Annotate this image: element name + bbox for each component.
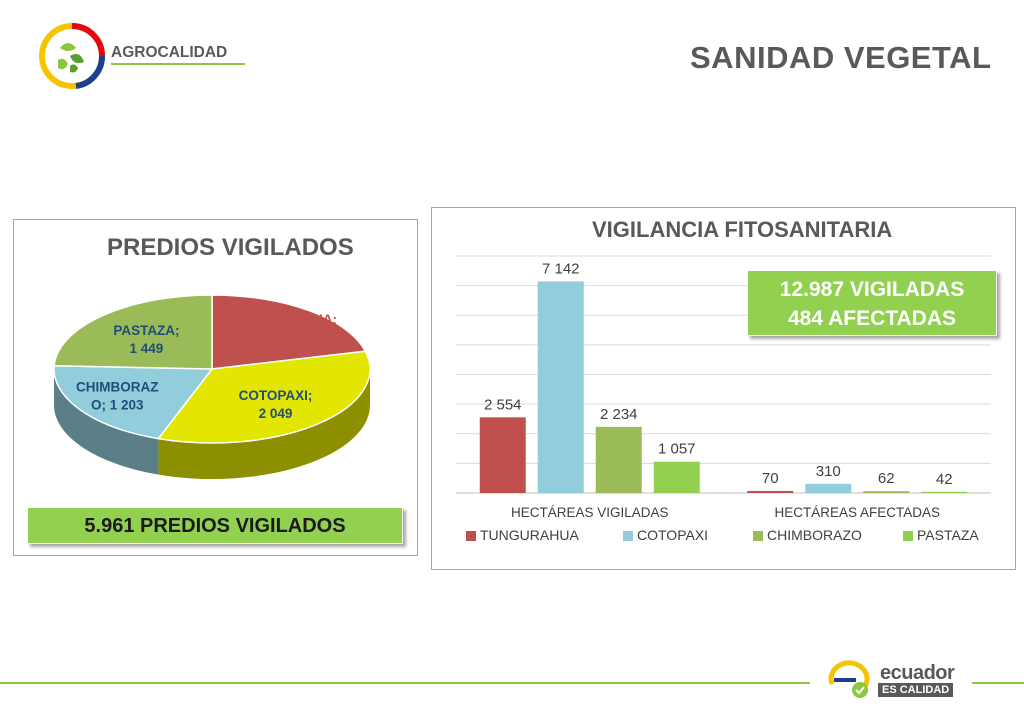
pie-slice-tungurahua [211,294,367,370]
bar-chart: 2 554 7 142 2 234 1 057 HECTÁREAS VIGILADAS 7… [456,255,991,543]
footer-divider-right [972,682,1024,684]
x-tick-label: HECTÁREAS VIGILADAS [511,505,669,520]
pie-chart-title: PREDIOS VIGILADOS [107,234,354,261]
bar-data-label: 2 554 [484,396,522,413]
legend-label: TUNGURAHUA [480,527,579,543]
bar-tungurahua [479,417,526,493]
bar-tungurahua [747,490,794,493]
pie-data-label: PASTAZA; 1 449 [113,323,179,356]
bar-chart-panel [431,207,1016,570]
pie-data-label: TUNGURAHUA; 1 260 [236,312,337,345]
brand-name: AGROCALIDAD [111,44,228,61]
pie-data-label: CHIMBORAZ O; 1 203 [76,380,159,413]
pie-slice-chimborazo [53,365,214,440]
legend-swatch [466,531,476,541]
bar-pastaza [653,461,700,493]
legend-label: PASTAZA [917,527,979,543]
bar-data-label: 1 057 [658,441,696,458]
footer-divider-left [0,682,810,684]
bar-chimborazo [863,491,910,493]
summary-vigiladas: 12.987 VIGILADAS [779,278,965,301]
bar-data-label: 2 234 [600,406,638,423]
bar-cotopaxi [537,281,584,493]
agrocalidad-logo-icon [39,23,106,89]
pie-slice-pastaza [53,294,213,370]
brand-underline [111,63,245,65]
pie-data-label: COTOPAXI; 2 049 [239,388,313,421]
pie-summary-box: 5.961 PREDIOS VIGILADOS [27,507,403,544]
pie-chart: TUNGURAHUA; 1 260 COTOPAXI; 2 049 CHIMBORAZ O… [53,294,371,480]
bar-pastaza [921,491,968,493]
ecuador-brand-line2: ES CALIDAD [878,683,954,697]
legend-label: COTOPAXI [637,527,708,543]
ecuador-logo-icon [826,660,876,705]
ecuador-brand-line1: ecuador [880,662,955,684]
bar-cotopaxi [805,483,852,493]
x-tick-label: HECTÁREAS AFECTADAS [774,505,940,520]
pie-slice-side-chimborazo [54,369,159,475]
pie-slice-side-cotopaxi [158,369,371,480]
bar-chart-title: VIGILANCIA FITOSANITARIA [592,217,893,242]
bar-data-label: 42 [936,471,953,488]
agrocalidad-logo [36,20,108,97]
bar-summary-box: 12.987 VIGILADAS 484 AFECTADAS [747,270,997,336]
legend-swatch [623,531,633,541]
bar-data-label: 70 [762,470,779,487]
legend-swatch [753,531,763,541]
pie-slice-cotopaxi [157,350,371,444]
legend-label: CHIMBORAZO [767,527,862,543]
bar-data-label: 62 [878,470,895,487]
bar-data-label: 310 [816,463,841,480]
legend-swatch [903,531,913,541]
bar-data-label: 7 142 [542,260,580,277]
page-title: SANIDAD VEGETAL [690,40,992,75]
bar-chimborazo [595,426,642,493]
summary-afectadas: 484 AFECTADAS [787,307,957,330]
